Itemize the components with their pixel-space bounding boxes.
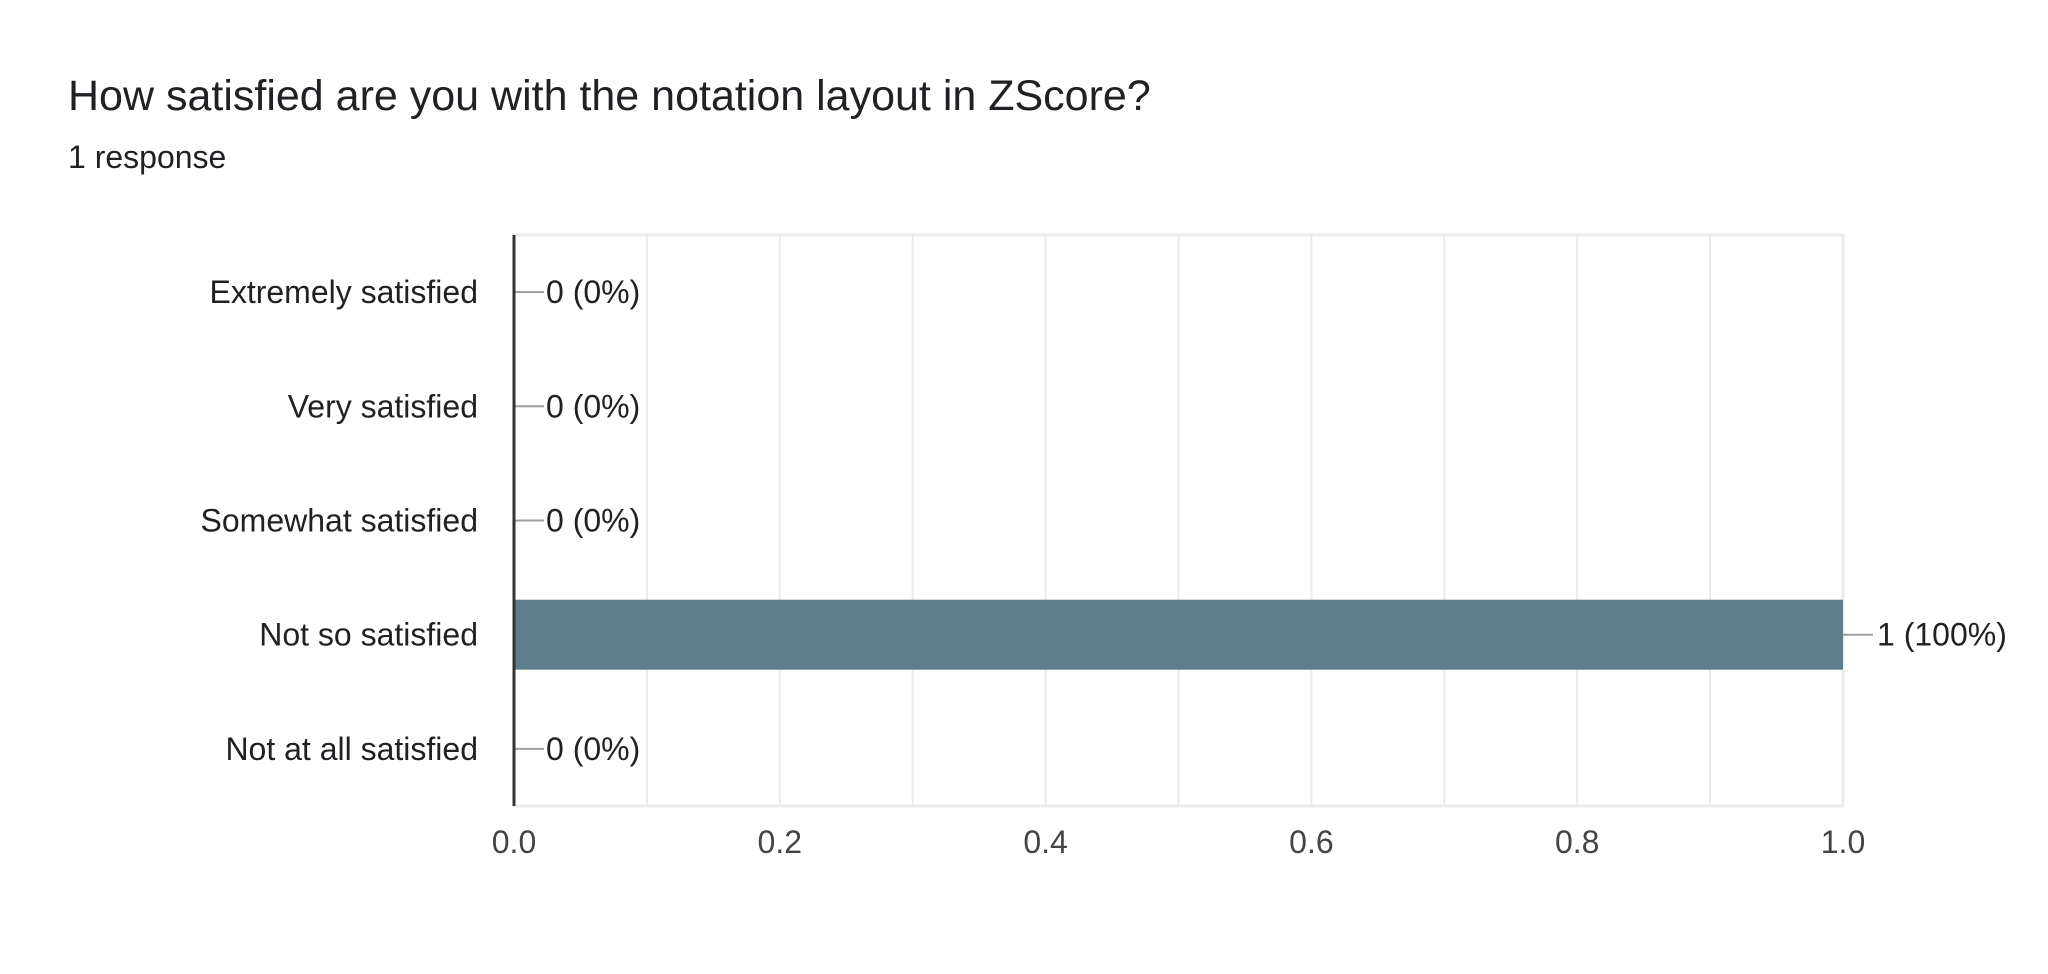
grid-lines — [512, 233, 1845, 808]
question-title: How satisfied are you with the notation … — [68, 72, 1151, 120]
bars — [514, 291, 1873, 750]
x-tick-label: 0.4 — [1023, 824, 1067, 860]
value-label: 1 (100%) — [1877, 617, 2007, 653]
category-label: Not so satisfied — [259, 617, 478, 653]
value-label: 0 (0%) — [546, 274, 640, 310]
x-tick-label: 0.8 — [1555, 824, 1599, 860]
category-label: Extremely satisfied — [209, 274, 478, 310]
category-label: Not at all satisfied — [225, 731, 478, 767]
bar — [514, 599, 1843, 670]
response-count: 1 response — [68, 139, 227, 175]
value-label: 0 (0%) — [546, 731, 640, 767]
x-tick-label: 0.2 — [758, 824, 802, 860]
x-tick-label: 1.0 — [1821, 824, 1865, 860]
labels: 0 (0%) Extremely satisfied 0 (0%) Very sati… — [201, 274, 2007, 860]
category-label: Somewhat satisfied — [201, 503, 478, 539]
category-label: Very satisfied — [288, 388, 478, 424]
x-tick-label: 0.6 — [1289, 824, 1333, 860]
value-label: 0 (0%) — [546, 388, 640, 424]
value-label: 0 (0%) — [546, 503, 640, 539]
x-tick-label: 0.0 — [492, 824, 536, 860]
